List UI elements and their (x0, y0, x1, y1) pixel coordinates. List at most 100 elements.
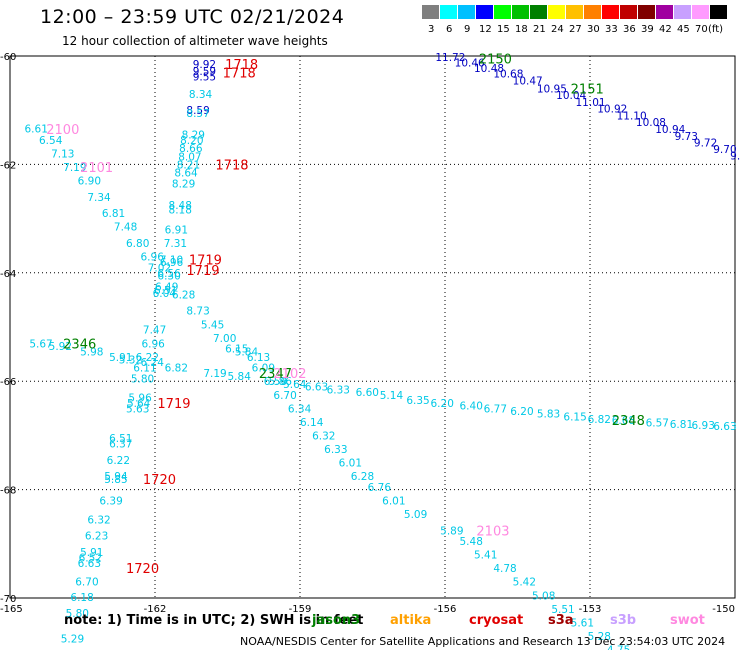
wave-height-label: 10.94 (655, 124, 685, 136)
wave-height-label: 5.28 (588, 631, 611, 643)
wave-height-label: 8.57 (186, 108, 209, 120)
wave-height-label: 6.77 (484, 403, 507, 415)
wave-height-label: 7.47 (143, 325, 166, 337)
plot-frame (9, 55, 736, 599)
pass-time-label: 2347 (259, 367, 292, 382)
wave-height-label: 6.09 (252, 363, 275, 375)
wave-height-label: 6.32 (312, 430, 335, 442)
wave-height-label: 7.48 (114, 222, 137, 234)
y-tick-label: -66 (0, 377, 16, 388)
chart-subtitle: 12 hour collection of altimeter wave hei… (62, 34, 328, 48)
wave-height-label: 8.73 (186, 306, 209, 318)
wave-height-label: 7.34 (87, 192, 111, 204)
y-tick-label: -60 (0, 52, 16, 63)
wave-height-label: 6.33 (324, 444, 347, 456)
colorbar-swatch (458, 5, 475, 19)
colorbar-swatch (494, 5, 511, 19)
wave-height-label: 8.29 (182, 130, 205, 142)
colorbar-swatch (638, 5, 655, 19)
colorbar-label: 9 (464, 24, 471, 35)
wave-height-label: 5.09 (404, 509, 427, 521)
colorbar-label: 6 (446, 24, 453, 35)
wave-height-label: 6.49 (155, 281, 178, 293)
wave-height-label: 6.96 (141, 338, 165, 350)
colorbar-label: 42 (659, 24, 672, 35)
y-tick-label: -68 (0, 486, 16, 497)
footer-note: note: 1) Time is in UTC; 2) SWH is in fe… (64, 613, 364, 628)
wave-height-label: 6.20 (431, 398, 454, 410)
wave-height-label: 5.32 (119, 355, 142, 367)
wave-height-label: 6.68 (612, 415, 635, 427)
wave-height-label: 6.32 (87, 514, 110, 526)
pass-time-label: 1718 (225, 58, 258, 73)
wave-height-label: 6.33 (327, 384, 350, 396)
wave-height-label: 5.64 (283, 379, 307, 391)
colorbar-label: 27 (569, 24, 582, 35)
wave-height-label: 5.89 (440, 525, 463, 537)
pass-time-label: 2348 (612, 414, 645, 429)
colorbar-swatch (620, 5, 637, 19)
colorbar-swatch (584, 5, 601, 19)
colorbar-swatch (422, 5, 439, 19)
wave-height-label: 6.63 (78, 558, 101, 570)
wave-height-label: 8.64 (174, 168, 198, 180)
wave-height-label: 11.72 (435, 52, 465, 64)
wave-height-label: 9.70 (713, 144, 736, 156)
wave-height-label: 6.63 (305, 382, 328, 394)
wave-height-label: 8.29 (172, 178, 195, 190)
wave-height-label: 6.96 (141, 252, 165, 264)
wave-height-label: 5.14 (380, 390, 404, 402)
sat-legend-cryosat: cryosat (469, 613, 524, 628)
wave-height-label: 6.61 (25, 124, 48, 136)
wave-height-label: 6.28 (172, 289, 195, 301)
colorbar-label: 45 (677, 24, 690, 35)
wave-height-label: 8.48 (169, 200, 192, 212)
wave-height-label: 5.63 (126, 403, 149, 415)
wave-height-label: 7.19 (63, 162, 86, 174)
wave-height-label: 5.85 (104, 474, 127, 486)
colorbar-swatch (692, 5, 709, 19)
pass-time-label: 1720 (126, 562, 159, 577)
wave-height-label: 8.20 (180, 135, 203, 147)
wave-height-label: 9.59 (193, 66, 216, 78)
pass-time-label: 2346 (63, 337, 96, 352)
wave-height-label: 6.56 (157, 268, 181, 280)
wave-height-label: 6.76 (368, 482, 392, 494)
wave-height-label: 6.37 (109, 439, 132, 451)
wave-height-label: 6.80 (126, 238, 149, 250)
x-tick-label: -156 (434, 604, 457, 615)
wave-height-label: 5.45 (201, 319, 224, 331)
colorbar-label: 18 (515, 24, 528, 35)
pass-time-label: 2102 (273, 367, 306, 382)
footer-credit: NOAA/NESDIS Center for Satellite Applica… (240, 635, 726, 648)
wave-height-label: 5.94 (104, 471, 128, 483)
wave-height-label: 5.91 (109, 352, 132, 364)
wave-height-label: 6.60 (356, 387, 379, 399)
sat-legend-s3b: s3b (610, 613, 637, 628)
wave-height-label: 6.57 (646, 417, 669, 429)
colorbar-swatch (674, 5, 691, 19)
wave-height-label: 8.59 (186, 105, 209, 117)
wave-height-label: 7.02 (148, 262, 171, 274)
wave-height-label: 6.39 (99, 495, 122, 507)
colorbar-swatch (566, 5, 583, 19)
colorbar-swatch (440, 5, 457, 19)
colorbar-label: 12 (479, 24, 492, 35)
wave-height-label: 4.75 (607, 644, 630, 650)
wave-height-label: 6.70 (75, 577, 98, 589)
colorbar-swatch (602, 5, 619, 19)
wave-height-label: 6.93 (692, 420, 715, 432)
colorbar-label: 33 (605, 24, 618, 35)
pass-time-label: 1719 (157, 397, 190, 412)
wave-height-label: 9.72 (694, 138, 717, 150)
colorbar-unit: (ft) (708, 24, 724, 35)
wave-height-label: 6.51 (154, 285, 177, 297)
pass-time-label: 2100 (46, 123, 79, 138)
colorbar-label: 36 (623, 24, 636, 35)
wave-height-label: 10.46 (455, 58, 485, 70)
wave-height-label: 6.15 (563, 411, 586, 423)
chart-title: 12:00 – 23:59 UTC 02/21/2024 (40, 6, 345, 28)
wave-height-label: 9.74 (730, 151, 740, 163)
